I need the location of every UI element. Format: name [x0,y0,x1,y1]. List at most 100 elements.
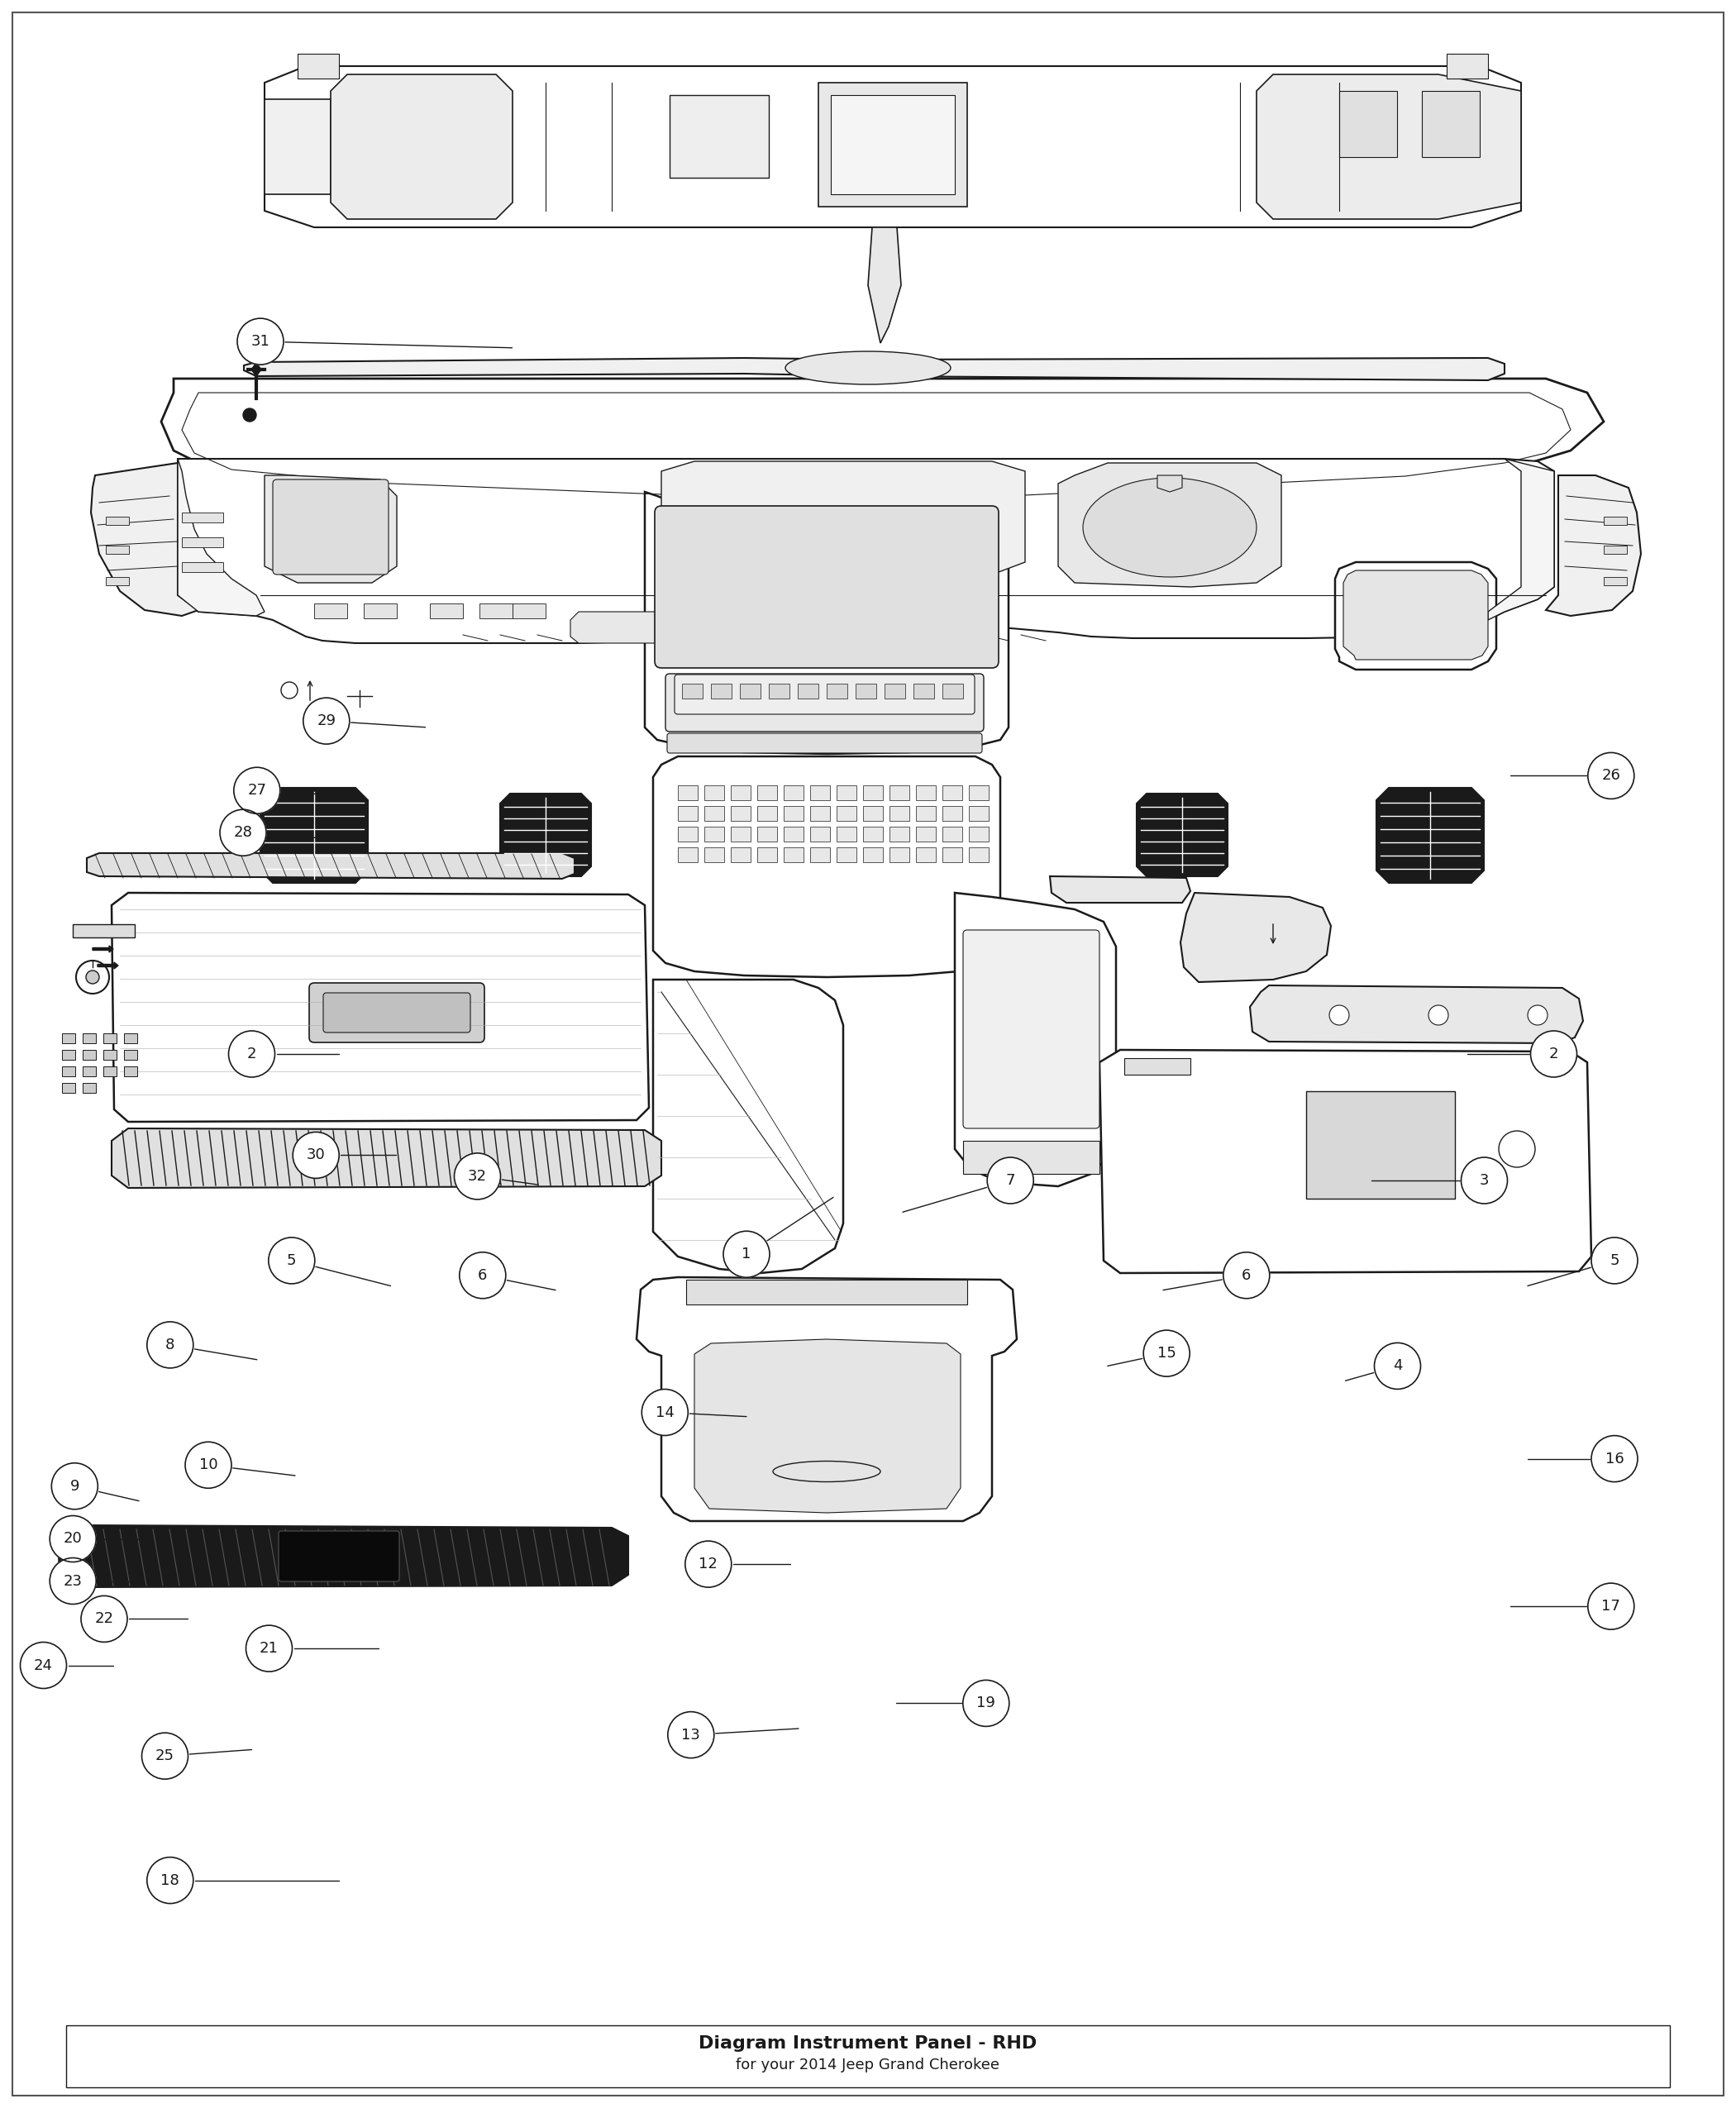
FancyBboxPatch shape [963,930,1099,1128]
Circle shape [148,1322,193,1368]
Circle shape [220,809,266,856]
Polygon shape [161,379,1604,510]
Bar [889,786,910,801]
Bar [106,578,128,586]
Polygon shape [252,363,260,375]
Bar [62,1050,75,1060]
Polygon shape [694,1339,960,1514]
Text: 21: 21 [260,1640,278,1657]
Polygon shape [111,894,649,1121]
Polygon shape [653,980,844,1273]
Polygon shape [1099,1050,1592,1273]
Text: 14: 14 [656,1404,674,1421]
Bar [913,683,934,698]
Polygon shape [264,99,330,194]
Bar [889,847,910,862]
Bar [943,683,963,698]
Bar [123,1033,137,1043]
Bar [863,786,884,801]
Circle shape [1592,1436,1637,1482]
Text: 25: 25 [156,1748,174,1764]
Circle shape [234,767,279,814]
Polygon shape [653,757,1000,978]
Bar [686,1280,967,1305]
Polygon shape [644,491,1009,755]
Bar [106,516,128,525]
Bar [106,546,128,554]
Circle shape [142,1733,187,1779]
Polygon shape [260,788,368,883]
Circle shape [52,1463,97,1509]
Text: 1: 1 [741,1246,752,1263]
FancyBboxPatch shape [654,506,998,668]
Polygon shape [264,474,398,582]
Bar [969,847,990,862]
Bar [1338,91,1397,158]
Text: 28: 28 [234,824,252,841]
Text: 24: 24 [35,1657,52,1674]
Circle shape [238,318,283,365]
Polygon shape [1180,894,1332,982]
FancyBboxPatch shape [278,1530,399,1581]
Bar [66,2026,1670,2087]
Text: 26: 26 [1602,767,1620,784]
Bar [969,826,990,841]
Text: 17: 17 [1602,1598,1620,1615]
Text: 4: 4 [1392,1358,1403,1374]
Text: 15: 15 [1158,1345,1175,1362]
Polygon shape [1257,74,1521,219]
Circle shape [229,1031,274,1077]
FancyBboxPatch shape [675,675,974,715]
Bar [889,826,910,841]
Bar [731,805,750,820]
Bar [832,95,955,194]
Bar [769,683,790,698]
Circle shape [455,1153,500,1199]
Bar [123,1067,137,1077]
Bar [783,847,804,862]
Polygon shape [1377,788,1484,883]
Bar [1422,91,1479,158]
Polygon shape [955,894,1116,1187]
Bar [1125,1058,1191,1075]
Bar [811,826,830,841]
FancyBboxPatch shape [273,479,389,575]
Circle shape [82,1596,127,1642]
Bar [837,805,856,820]
Bar [1604,516,1627,525]
Circle shape [269,1237,314,1284]
Circle shape [293,1132,339,1178]
FancyBboxPatch shape [323,993,470,1033]
Circle shape [1588,1583,1634,1629]
Circle shape [87,970,99,984]
FancyArrow shape [97,961,118,970]
Circle shape [304,698,349,744]
Polygon shape [243,358,1505,379]
Bar [818,82,967,207]
Bar [677,786,698,801]
Bar [826,683,847,698]
Circle shape [1330,1006,1349,1024]
Circle shape [642,1389,687,1436]
Circle shape [21,1642,66,1689]
Text: 5: 5 [286,1252,297,1269]
Bar [799,683,818,698]
Bar [297,53,339,78]
Bar [83,1050,95,1060]
Text: 2: 2 [1549,1046,1559,1062]
Bar [731,847,750,862]
Bar [365,603,398,618]
Bar [104,1067,116,1077]
Bar [677,826,698,841]
Bar [512,603,545,618]
Bar [943,805,962,820]
Bar [889,805,910,820]
Circle shape [281,683,297,698]
Circle shape [1531,1031,1576,1077]
Circle shape [1375,1343,1420,1389]
Bar [757,786,778,801]
Text: 13: 13 [682,1726,700,1743]
Circle shape [1528,1006,1547,1024]
Bar [1305,1092,1455,1199]
Circle shape [1144,1330,1189,1377]
